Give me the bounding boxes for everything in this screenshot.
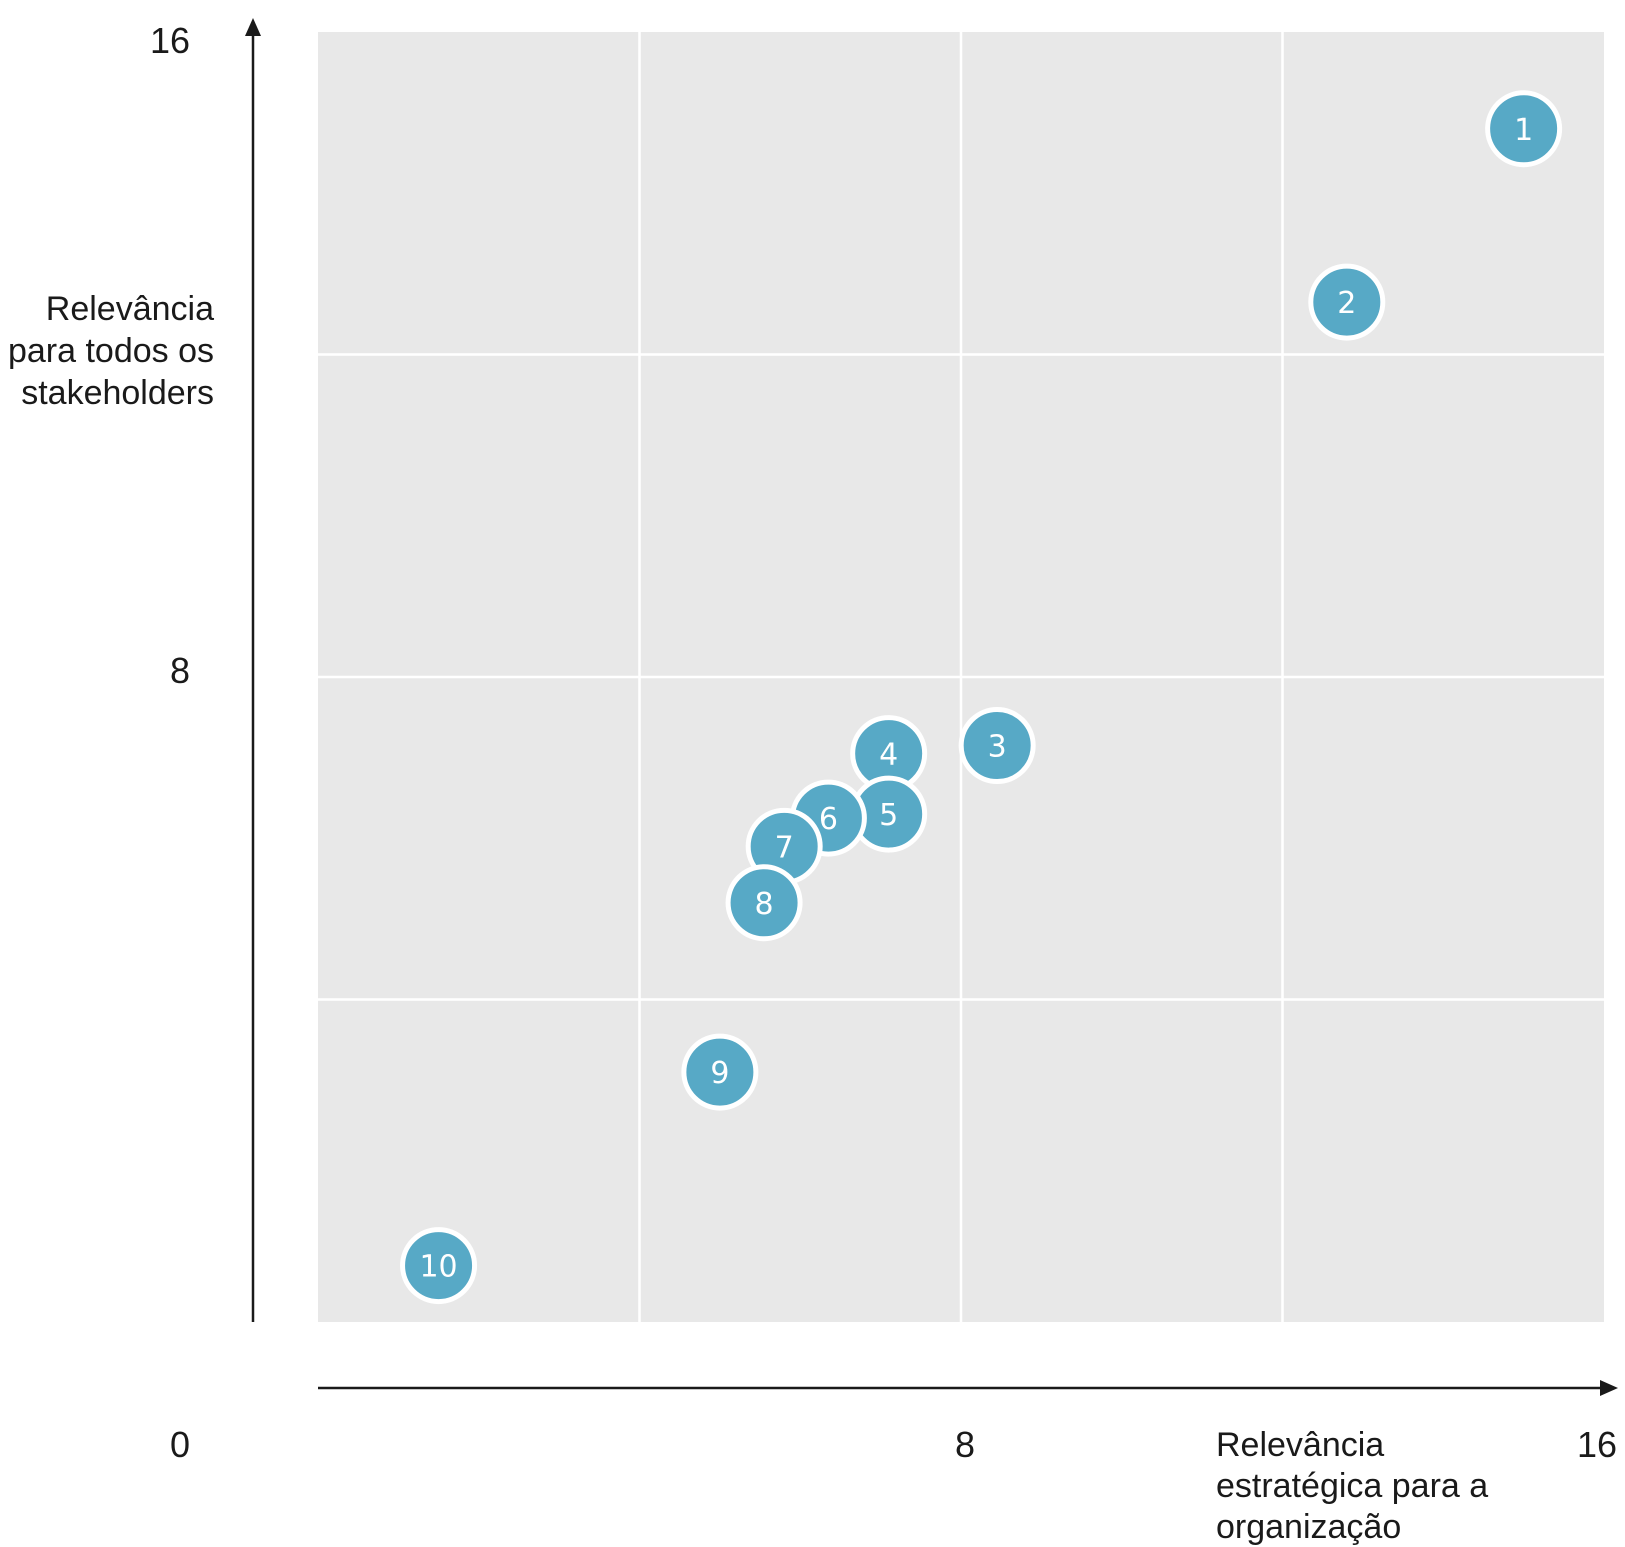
x-axis-title: Relevância estratégica para a organizaçã… [1216, 1426, 1488, 1546]
x-axis-title-line: estratégica para a [1216, 1467, 1488, 1505]
scatter-point: 5 [850, 775, 928, 853]
point-label: 1 [1514, 113, 1533, 148]
x-axis-title-line: Relevância [1216, 1426, 1384, 1464]
point-label: 5 [879, 798, 898, 833]
grid-lines [318, 32, 1604, 1322]
point-marker [1308, 263, 1386, 341]
y-axis-title: Relevância para todos os stakeholders [8, 290, 214, 412]
point-label: 10 [419, 1250, 457, 1285]
scatter-point: 8 [725, 864, 803, 942]
point-label: 2 [1337, 286, 1356, 321]
point-label: 3 [988, 730, 1007, 765]
x-tick-label: 0 [170, 1424, 190, 1465]
point-marker [958, 707, 1036, 785]
scatter-point: 1 [1485, 90, 1563, 168]
y-tick-label: 16 [150, 20, 190, 61]
point-marker [1485, 90, 1563, 168]
scatter-point: 10 [400, 1227, 478, 1305]
point-label: 9 [710, 1056, 729, 1091]
y-axis-title-line: Relevância [46, 290, 214, 328]
y-axis-title-line: stakeholders [21, 374, 214, 412]
y-axis-arrow [245, 18, 261, 36]
point-label: 4 [879, 738, 898, 773]
scatter-point: 4 [850, 715, 928, 793]
point-marker [681, 1033, 759, 1111]
data-points: 1 2 3 4 5 678 9 10 [400, 90, 1563, 1305]
point-marker [400, 1227, 478, 1305]
point-label: 8 [755, 887, 774, 922]
y-axis [245, 18, 261, 1322]
x-axis [318, 1380, 1618, 1396]
point-label: 6 [819, 802, 838, 837]
scatter-point: 2 [1308, 263, 1386, 341]
scatter-point: 3 [958, 707, 1036, 785]
x-tick-label: 16 [1577, 1424, 1617, 1465]
x-tick-label: 8 [955, 1424, 975, 1465]
point-label: 7 [775, 830, 794, 865]
x-axis-arrow [1600, 1380, 1618, 1396]
y-tick-label: 8 [170, 650, 190, 691]
x-axis-title-line: organização [1216, 1508, 1401, 1546]
y-axis-title-line: para todos os [8, 332, 214, 370]
point-marker [725, 864, 803, 942]
scatter-point: 9 [681, 1033, 759, 1111]
